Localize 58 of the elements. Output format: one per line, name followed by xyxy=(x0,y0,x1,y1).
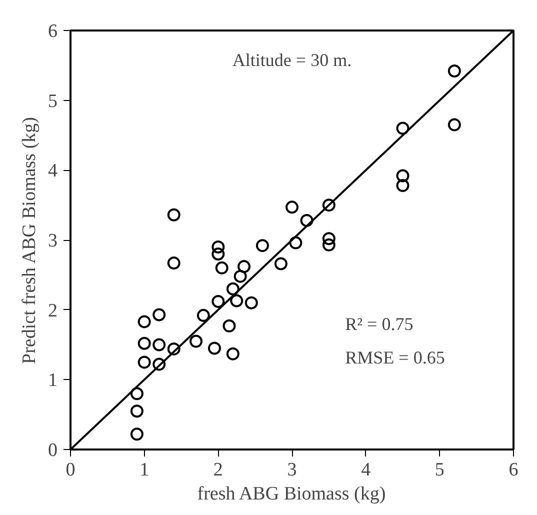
x-tick-label: 0 xyxy=(66,460,76,480)
point xyxy=(190,334,203,348)
y-tick-label: 4 xyxy=(48,160,58,182)
point xyxy=(322,232,336,246)
y-tick-label: 6 xyxy=(48,21,58,42)
point xyxy=(167,208,180,222)
y-tick-label: 0 xyxy=(48,440,58,461)
point xyxy=(167,342,180,356)
point xyxy=(130,387,144,400)
point xyxy=(322,238,336,252)
point xyxy=(138,356,151,369)
y-tick-label: 1 xyxy=(48,370,58,392)
point xyxy=(196,308,210,322)
point xyxy=(234,270,247,283)
x-tick-label: 5 xyxy=(434,460,444,480)
point xyxy=(300,214,314,227)
point xyxy=(167,256,180,270)
point xyxy=(274,257,288,270)
x-tick-label: 4 xyxy=(361,460,372,480)
point xyxy=(222,319,236,332)
point xyxy=(208,342,221,355)
point xyxy=(152,358,166,371)
point xyxy=(138,336,151,350)
y-axis-title: Predict fresh ABG Biomass (kg) xyxy=(19,117,40,364)
point xyxy=(130,404,144,418)
point xyxy=(238,260,251,274)
point xyxy=(215,261,228,274)
y-tick-label: 3 xyxy=(48,230,58,252)
y-tick-label: 2 xyxy=(48,300,58,322)
point xyxy=(396,169,410,182)
y-tick-label: 5 xyxy=(48,90,58,112)
x-tick-label: 3 xyxy=(287,460,297,480)
point xyxy=(286,200,298,214)
point xyxy=(230,294,244,308)
point xyxy=(289,236,302,250)
point xyxy=(244,296,258,310)
point xyxy=(130,428,144,441)
point xyxy=(226,282,240,296)
x-tick-label: 2 xyxy=(213,460,223,480)
point xyxy=(256,239,269,252)
x-tick-label: 6 xyxy=(508,460,518,480)
point xyxy=(322,198,336,212)
x-axis-title: fresh ABG Biomass (kg) xyxy=(197,484,386,504)
point xyxy=(152,308,166,322)
point xyxy=(212,240,225,254)
point xyxy=(396,122,410,135)
point xyxy=(448,64,461,78)
point xyxy=(212,247,225,260)
point xyxy=(448,118,461,132)
annotation: R² = 0.75 xyxy=(345,314,414,334)
point xyxy=(138,315,151,328)
point xyxy=(396,179,410,192)
x-tick-label: 1 xyxy=(140,460,150,480)
point xyxy=(212,294,225,308)
annotation: Altitude = 30 m. xyxy=(232,50,352,70)
annotation: RMSE = 0.65 xyxy=(345,347,445,368)
point xyxy=(226,347,240,360)
point xyxy=(152,338,166,352)
